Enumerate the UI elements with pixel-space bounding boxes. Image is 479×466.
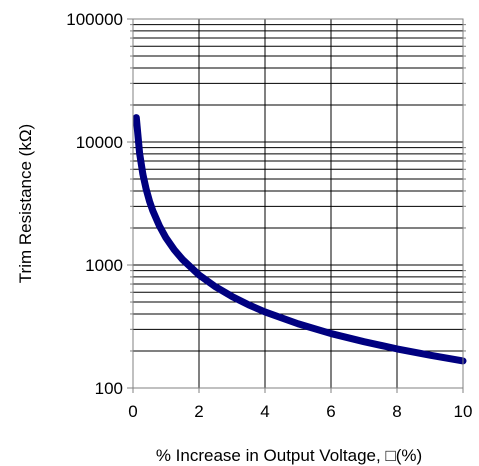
data-point <box>297 323 299 325</box>
grid-lines <box>133 19 463 388</box>
data-point <box>182 258 183 260</box>
data-point <box>142 173 144 175</box>
data-point <box>173 249 175 251</box>
y-tick-labels: 100 1000 10000 100000 <box>66 10 123 398</box>
data-point <box>165 237 167 239</box>
x-tick-label: 8 <box>392 402 401 421</box>
data-point <box>152 210 154 212</box>
data-point <box>264 311 266 313</box>
x-tick-label: 2 <box>194 402 203 421</box>
y-axis-title: Trim Resistance (kΩ) <box>16 124 35 283</box>
data-point <box>135 117 137 119</box>
data-point <box>396 348 398 350</box>
data-point <box>215 286 216 288</box>
x-tick-label: 4 <box>260 402 269 421</box>
y-tick-label: 10000 <box>76 133 123 152</box>
x-tick-label: 10 <box>454 402 473 421</box>
x-axis-title: % Increase in Output Voltage, □(%) <box>156 446 422 465</box>
data-point <box>139 152 141 154</box>
data-point <box>248 304 249 306</box>
plot-frame <box>132 18 464 389</box>
y-tick-label: 100000 <box>66 10 123 29</box>
x-tick-label: 0 <box>128 402 137 421</box>
data-point <box>145 188 147 190</box>
y-tick-label: 1000 <box>85 256 123 275</box>
x-tick-label: 6 <box>326 402 335 421</box>
data-point <box>231 295 233 297</box>
data-point <box>198 274 200 276</box>
data-point <box>158 225 160 227</box>
data-point <box>363 341 365 343</box>
y-tick-label: 100 <box>95 379 123 398</box>
data-point <box>149 200 150 202</box>
x-tick-labels: 0 2 4 6 8 10 <box>128 402 472 421</box>
data-point <box>330 333 332 335</box>
data-point <box>429 354 431 356</box>
